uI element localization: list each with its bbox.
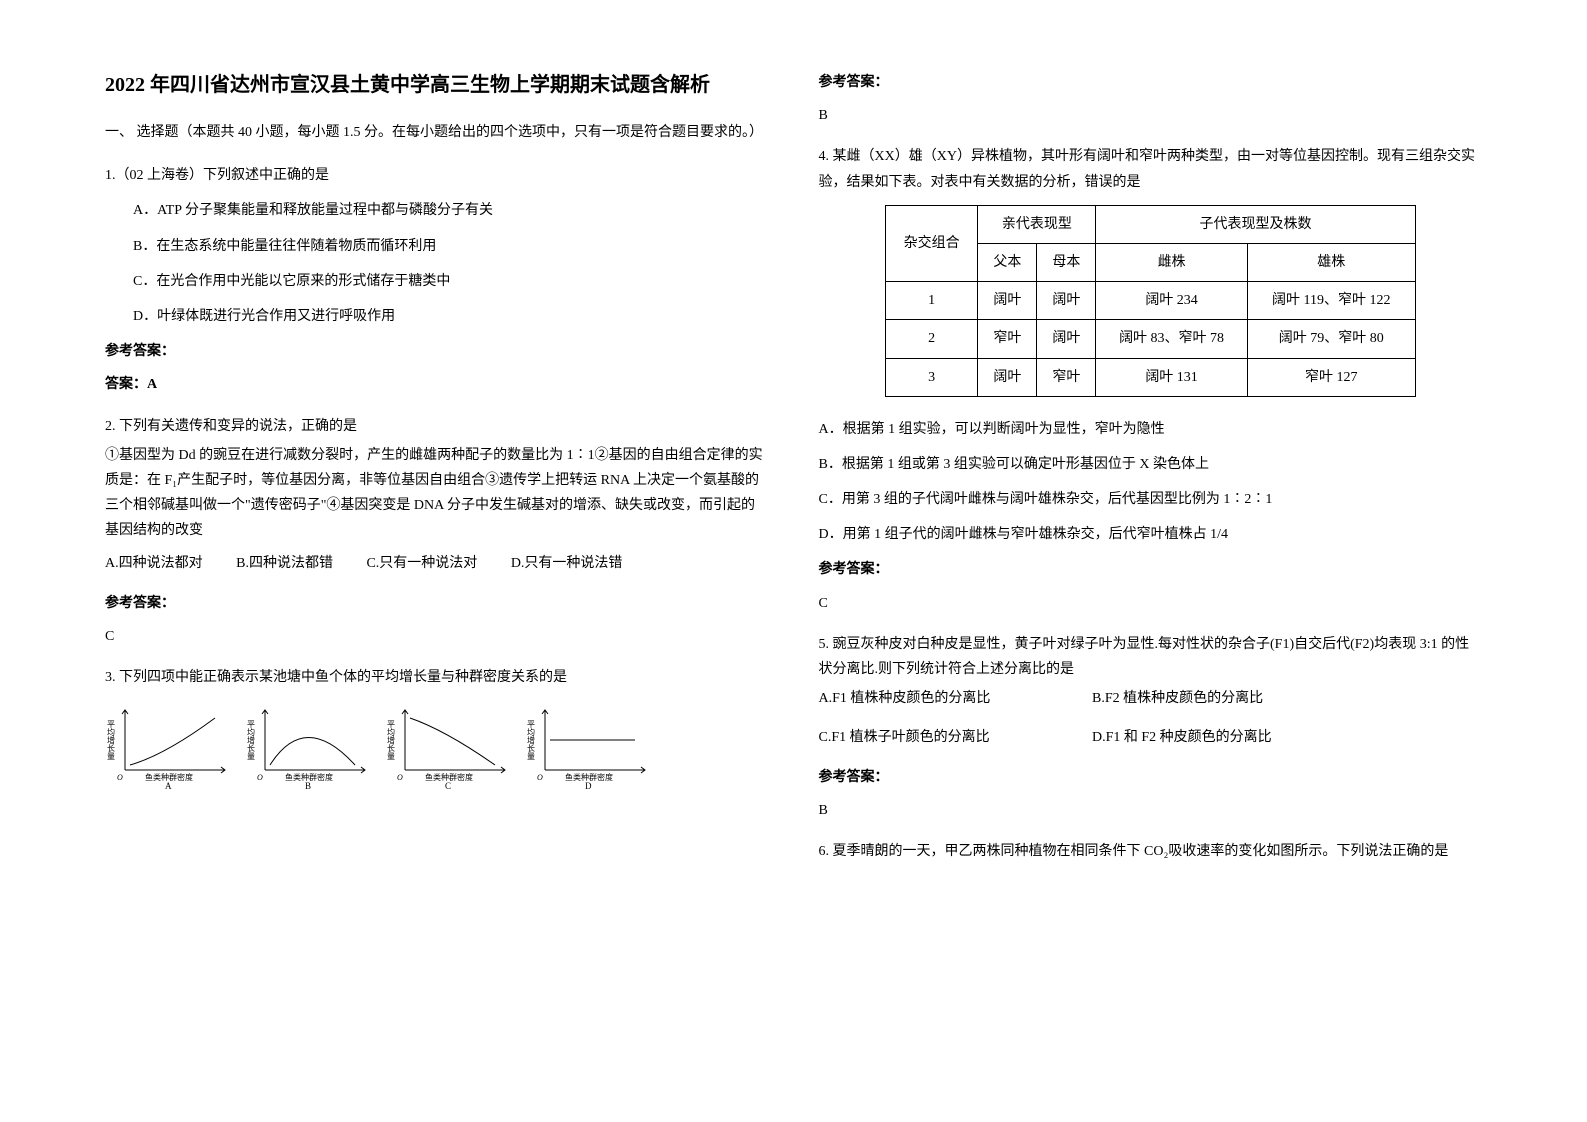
table-row: 3 阔叶 窄叶 阔叶 131 窄叶 127: [885, 358, 1415, 396]
cell: 3: [885, 358, 978, 396]
q5-option-a: A.F1 植株种皮颜色的分离比: [819, 686, 1059, 711]
q4-stem: 4. 某雌（XX）雄（XY）异株植物，其叶形有阔叶和窄叶两种类型，由一对等位基因…: [819, 144, 1483, 194]
question-5: 5. 豌豆灰种皮对白种皮是显性，黄子叶对绿子叶为显性.每对性状的杂合子(F1)自…: [819, 632, 1483, 823]
cell: 阔叶 119、窄叶 122: [1247, 282, 1415, 320]
q4-option-d: D．用第 1 组子代的阔叶雌株与窄叶雄株杂交，后代窄叶植株占 1/4: [819, 522, 1483, 547]
cell: 窄叶: [978, 320, 1037, 358]
q3-fig-d: 平均增长量 O 鱼类种群密度 D: [525, 700, 655, 790]
cell: 2: [885, 320, 978, 358]
th-combo: 杂交组合: [885, 205, 978, 281]
q6-stem: 6. 夏季晴朗的一天，甲乙两株同种植物在相同条件下 CO₂吸收速率的变化如图所示…: [819, 839, 1483, 864]
q3-answer-label: 参考答案：: [819, 70, 1483, 95]
q4-option-a: A．根据第 1 组实验，可以判断阔叶为显性，窄叶为隐性: [819, 417, 1483, 442]
table-row: 2 窄叶 阔叶 阔叶 83、窄叶 78 阔叶 79、窄叶 80: [885, 320, 1415, 358]
right-column: 参考答案： B 4. 某雌（XX）雄（XY）异株植物，其叶形有阔叶和窄叶两种类型…: [794, 70, 1508, 1092]
svg-text:D: D: [585, 781, 592, 790]
cell: 阔叶 83、窄叶 78: [1096, 320, 1248, 358]
q2-answer: C: [105, 624, 769, 649]
q1-answer-label: 参考答案：: [105, 339, 769, 364]
q3-fig-c: 平均增长量 O 鱼类种群密度 C: [385, 700, 515, 790]
section-heading: 一、 选择题（本题共 40 小题，每小题 1.5 分。在每小题给出的四个选项中，…: [105, 120, 769, 145]
q2-option-d: D.只有一种说法错: [511, 551, 623, 576]
cell: 窄叶 127: [1247, 358, 1415, 396]
cell: 阔叶: [978, 282, 1037, 320]
q2-stem: 2. 下列有关遗传和变异的说法，正确的是: [105, 414, 769, 439]
q2-option-b: B.四种说法都错: [236, 551, 333, 576]
th-male: 雄株: [1247, 243, 1415, 281]
th-female: 雌株: [1096, 243, 1248, 281]
q3-stem: 3. 下列四项中能正确表示某池塘中鱼个体的平均增长量与种群密度关系的是: [105, 665, 769, 690]
q3-fig-a: 平均增长量 O 鱼类种群密度 A: [105, 700, 235, 790]
q5-answer: B: [819, 798, 1483, 823]
q5-options-row2: C.F1 植株子叶颜色的分离比 D.F1 和 F2 种皮颜色的分离比: [819, 725, 1483, 750]
svg-text:平均增长量: 平均增长量: [527, 720, 536, 760]
cell: 1: [885, 282, 978, 320]
q1-stem: 1.（02 上海卷）下列叙述中正确的是: [105, 163, 769, 188]
svg-text:平均增长量: 平均增长量: [387, 720, 396, 760]
th-mother: 母本: [1037, 243, 1096, 281]
q4-answer-label: 参考答案：: [819, 557, 1483, 582]
q1-option-c: C．在光合作用中光能以它原来的形式储存于糖类中: [105, 269, 769, 294]
th-parent: 亲代表现型: [978, 205, 1096, 243]
table-row: 1 阔叶 阔叶 阔叶 234 阔叶 119、窄叶 122: [885, 282, 1415, 320]
cell: 阔叶: [1037, 282, 1096, 320]
q5-options-row1: A.F1 植株种皮颜色的分离比 B.F2 植株种皮颜色的分离比: [819, 686, 1483, 711]
q2-option-c: C.只有一种说法对: [366, 551, 477, 576]
cell: 阔叶 79、窄叶 80: [1247, 320, 1415, 358]
q1-option-a: A．ATP 分子聚集能量和释放能量过程中都与磷酸分子有关: [105, 198, 769, 223]
q1-answer: 答案：A: [105, 372, 769, 397]
cell: 阔叶 234: [1096, 282, 1248, 320]
q3-figures: 平均增长量 O 鱼类种群密度 A 平均增长量 O 鱼类种群密度 B: [105, 700, 769, 790]
table-row: 杂交组合 亲代表现型 子代表现型及株数: [885, 205, 1415, 243]
q2-answer-label: 参考答案：: [105, 591, 769, 616]
question-1: 1.（02 上海卷）下列叙述中正确的是 A．ATP 分子聚集能量和释放能量过程中…: [105, 163, 769, 397]
question-6: 6. 夏季晴朗的一天，甲乙两株同种植物在相同条件下 CO₂吸收速率的变化如图所示…: [819, 839, 1483, 864]
q2-option-a: A.四种说法都对: [105, 551, 203, 576]
question-3: 3. 下列四项中能正确表示某池塘中鱼个体的平均增长量与种群密度关系的是 平均增长…: [105, 665, 769, 790]
cell: 阔叶 131: [1096, 358, 1248, 396]
svg-text:B: B: [305, 781, 311, 790]
q5-stem: 5. 豌豆灰种皮对白种皮是显性，黄子叶对绿子叶为显性.每对性状的杂合子(F1)自…: [819, 632, 1483, 682]
q4-answer: C: [819, 591, 1483, 616]
q5-option-c: C.F1 植株子叶颜色的分离比: [819, 725, 1059, 750]
q4-table: 杂交组合 亲代表现型 子代表现型及株数 父本 母本 雌株 雄株 1 阔叶 阔叶 …: [885, 205, 1416, 397]
svg-text:O: O: [397, 773, 403, 782]
svg-text:平均增长量: 平均增长量: [107, 720, 116, 760]
q4-option-b: B．根据第 1 组或第 3 组实验可以确定叶形基因位于 X 染色体上: [819, 452, 1483, 477]
q2-body: ①基因型为 Dd 的豌豆在进行减数分裂时，产生的雌雄两种配子的数量比为 1∶1②…: [105, 443, 769, 544]
q5-option-b: B.F2 植株种皮颜色的分离比: [1092, 686, 1263, 711]
q3-fig-b: 平均增长量 O 鱼类种群密度 B: [245, 700, 375, 790]
q5-answer-label: 参考答案：: [819, 765, 1483, 790]
q1-option-b: B．在生态系统中能量往往伴随着物质而循环利用: [105, 234, 769, 259]
left-column: 2022 年四川省达州市宣汉县土黄中学高三生物上学期期末试题含解析 一、 选择题…: [80, 70, 794, 1092]
th-father: 父本: [978, 243, 1037, 281]
cell: 窄叶: [1037, 358, 1096, 396]
cell: 阔叶: [1037, 320, 1096, 358]
svg-text:O: O: [537, 773, 543, 782]
svg-text:A: A: [165, 781, 172, 790]
question-4: 4. 某雌（XX）雄（XY）异株植物，其叶形有阔叶和窄叶两种类型，由一对等位基因…: [819, 144, 1483, 615]
q2-options: A.四种说法都对 B.四种说法都错 C.只有一种说法对 D.只有一种说法错: [105, 551, 769, 576]
svg-text:O: O: [257, 773, 263, 782]
q5-option-d: D.F1 和 F2 种皮颜色的分离比: [1092, 725, 1272, 750]
svg-text:C: C: [445, 781, 451, 790]
q1-option-d: D．叶绿体既进行光合作用又进行呼吸作用: [105, 304, 769, 329]
q3-answer: B: [819, 103, 1483, 128]
q4-option-c: C．用第 3 组的子代阔叶雌株与阔叶雄株杂交，后代基因型比例为 1∶2∶1: [819, 487, 1483, 512]
page-title: 2022 年四川省达州市宣汉县土黄中学高三生物上学期期末试题含解析: [105, 70, 769, 100]
question-2: 2. 下列有关遗传和变异的说法，正确的是 ①基因型为 Dd 的豌豆在进行减数分裂…: [105, 414, 769, 650]
svg-text:O: O: [117, 773, 123, 782]
th-offspring: 子代表现型及株数: [1096, 205, 1415, 243]
svg-text:平均增长量: 平均增长量: [247, 720, 256, 760]
cell: 阔叶: [978, 358, 1037, 396]
